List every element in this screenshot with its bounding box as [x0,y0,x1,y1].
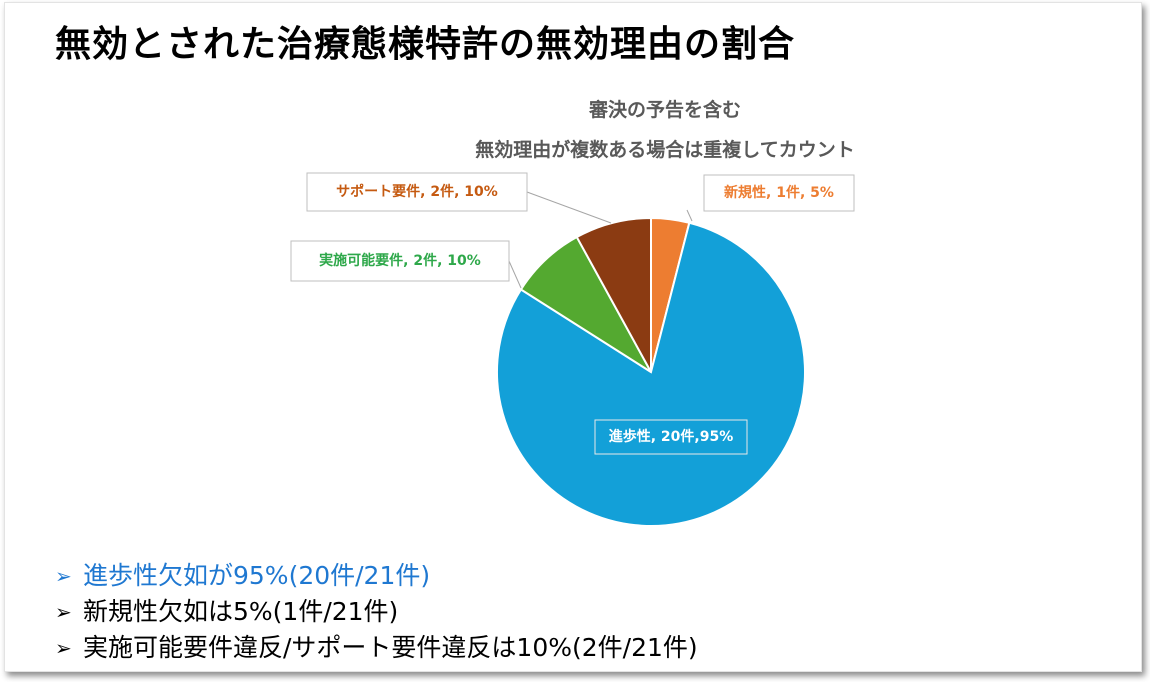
data-label-box-enablement [290,240,510,282]
chart-subtitle-line-2: 無効理由が複数ある場合は重複してカウント [475,139,855,161]
arrow-right-icon: ➢ [55,600,72,624]
bullet-item-novelty: ➢ 新規性欠如は5%(1件/21件) [55,594,698,630]
bullet-list: ➢ 進歩性欠如が95%(20件/21件) ➢ 新規性欠如は5%(1件/21件) … [55,558,698,666]
arrow-right-icon: ➢ [55,636,72,660]
page-title: 無効とされた治療態様特許の無効理由の割合 [55,24,796,65]
data-label-inventive-step: 進歩性, 20件,95% [609,428,734,445]
data-label-novelty: 新規性, 1件, 5% [724,184,834,201]
data-label-support: サポート要件, 2件, 10% [336,183,498,200]
pie-slice-inventive-step [496,221,806,527]
leader-line-support [526,191,612,224]
data-label-box-novelty [703,174,855,212]
pie-slice-support [575,216,652,373]
leader-line-novelty [686,209,693,222]
bullet-item-inventive-step: ➢ 進歩性欠如が95%(20件/21件) [55,558,698,594]
leader-line-enablement [508,260,522,289]
arrow-right-icon: ➢ [55,564,72,588]
bullet-text: 実施可能要件違反/サポート要件違反は10%(2件/21件) [83,633,698,662]
bullet-text: 進歩性欠如が95%(20件/21件) [83,561,431,590]
bullet-item-enablement-support: ➢ 実施可能要件違反/サポート要件違反は10%(2件/21件) [55,630,698,666]
data-label-box-support [306,172,528,212]
data-label-enablement: 実施可能要件, 2件, 10% [319,252,481,269]
slide: 無効とされた治療態様特許の無効理由の割合 審決の予告を含む 無効理由が複数ある場… [4,2,1142,672]
bullet-text: 新規性欠如は5%(1件/21件) [83,597,399,626]
data-label-box-inventive-step [594,419,748,455]
chart-subtitle-line-1: 審決の予告を含む [588,99,741,121]
pie-chart: 新規性, 1件, 5% 進歩性, 20件,95% 実施可能要件, 2件, 10% サポ… [290,172,855,527]
